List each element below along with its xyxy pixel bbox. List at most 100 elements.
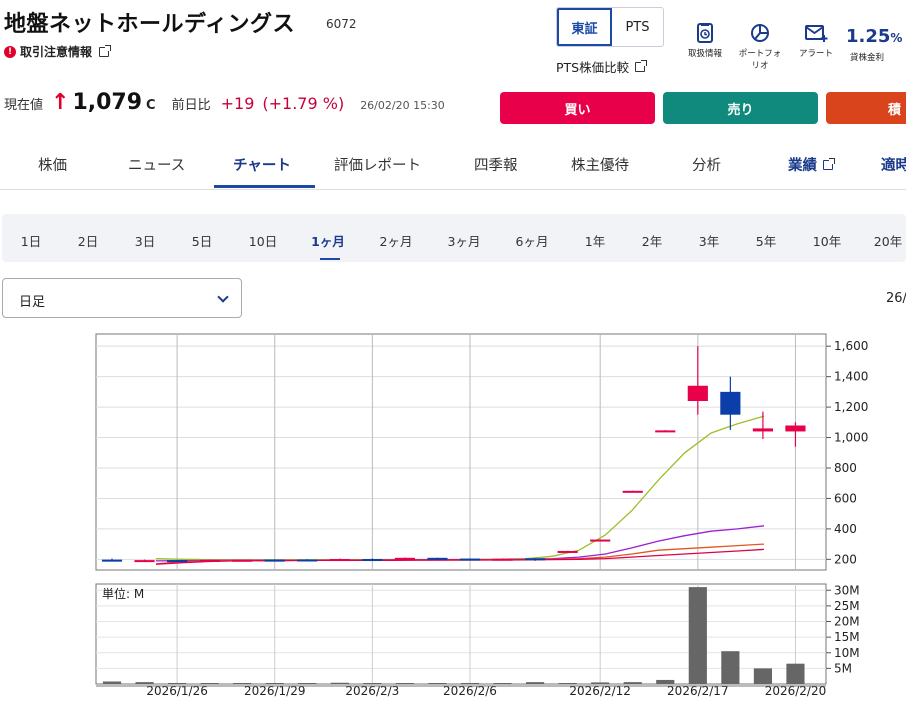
period-3d[interactable]: 3日	[134, 234, 156, 249]
volume-bar	[786, 663, 805, 684]
volume-bar	[135, 682, 154, 684]
price-tick-label: 200	[834, 552, 857, 566]
accumulate-button[interactable]: 積	[826, 92, 906, 124]
period-2y[interactable]: 2年	[641, 234, 663, 249]
price-change-pct: (+1.79 %)	[262, 94, 345, 113]
volume-bar	[395, 683, 414, 684]
handling-info-button[interactable]: 取扱情報	[680, 22, 730, 59]
volume-bar	[688, 587, 707, 684]
stock-name: 地盤ネットホールディングス	[4, 12, 295, 37]
volume-tick-label: 10M	[834, 646, 860, 660]
x-tick-label: 2026/1/29	[244, 684, 306, 698]
external-link-icon	[635, 59, 648, 72]
pts-compare-label: PTS株価比較	[556, 60, 630, 75]
tab-news[interactable]: ニュース	[128, 158, 186, 174]
candle-body	[785, 425, 806, 432]
x-tick-label: 2026/2/3	[345, 684, 399, 698]
tab-timely-disclosure[interactable]: 適時	[881, 158, 906, 174]
tab-performance[interactable]: 業績	[788, 154, 835, 175]
volume-bar	[721, 651, 740, 684]
portfolio-label: ポートフォリオ	[738, 49, 782, 71]
pts-compare-link[interactable]: PTS株価比較	[556, 57, 648, 76]
period-3y[interactable]: 3年	[698, 234, 720, 249]
volume-bar	[656, 679, 675, 684]
candle-body	[492, 558, 513, 561]
external-link-icon	[99, 44, 112, 57]
period-3m[interactable]: 3ヶ月	[447, 234, 481, 249]
period-1d[interactable]: 1日	[20, 234, 42, 249]
candle-body	[655, 430, 676, 433]
candle-body	[622, 490, 643, 493]
warning-icon: !	[4, 45, 16, 58]
volume-bar	[591, 682, 610, 684]
tab-shareholder-benefits[interactable]: 株主優待	[571, 158, 629, 174]
portfolio-button[interactable]: ポートフォリオ	[735, 22, 785, 71]
tab-shikiho[interactable]: 四季報	[474, 158, 518, 174]
price-tick-label: 800	[834, 461, 857, 475]
volume-bar	[233, 683, 252, 684]
external-link-icon	[823, 158, 835, 170]
tab-rating-report[interactable]: 評価レポート	[334, 158, 421, 174]
candle-body	[590, 539, 611, 542]
volume-tick-label: 30M	[834, 583, 860, 597]
lending-rate-value: 1.25%	[846, 26, 903, 47]
period-1m[interactable]: 1ヶ月	[311, 234, 345, 249]
volume-bar	[558, 683, 577, 684]
candle-body	[394, 557, 415, 560]
volume-bar	[623, 682, 642, 684]
market-tab-pts[interactable]: PTS	[625, 19, 650, 35]
x-tick-label: 2026/2/6	[443, 684, 497, 698]
buy-button[interactable]: 買い	[500, 92, 655, 124]
period-2m[interactable]: 2ヶ月	[379, 234, 413, 249]
price-tick-label: 1,000	[834, 431, 868, 445]
period-20y[interactable]: 20年	[873, 234, 903, 249]
tab-chart[interactable]: チャート	[233, 158, 291, 174]
volume-tick-label: 15M	[834, 630, 860, 644]
tab-stock-price[interactable]: 株価	[38, 158, 67, 174]
change-label: 前日比	[171, 98, 211, 113]
volume-unit-label: 単位: M	[102, 586, 144, 601]
period-6m[interactable]: 6ヶ月	[515, 234, 549, 249]
period-5y[interactable]: 5年	[755, 234, 777, 249]
stock-code: 6072	[326, 17, 357, 31]
volume-bar	[526, 682, 545, 684]
quote-row: 現在値 ↑ 1,079 C 前日比 +19 (+1.79 %) 26/02/20…	[4, 90, 445, 115]
sell-button[interactable]: 売り	[663, 92, 818, 124]
trading-notice-label: 取引注意情報	[20, 45, 93, 59]
candle-body	[557, 550, 578, 553]
mail-plus-icon	[805, 25, 828, 42]
volume-bar	[428, 683, 447, 684]
volume-tick-label: 5M	[834, 661, 852, 675]
active-tab-indicator	[214, 185, 315, 188]
candle-body	[752, 428, 773, 432]
handling-info-label: 取扱情報	[687, 49, 722, 59]
candle-body	[167, 560, 188, 563]
price-label: 現在値	[4, 98, 44, 113]
chart-date-label: 26/	[886, 291, 906, 306]
period-10d[interactable]: 10日	[248, 234, 278, 249]
trading-notice-link[interactable]: ! 取引注意情報	[4, 43, 112, 60]
period-5d[interactable]: 5日	[191, 234, 213, 249]
volume-bar	[168, 683, 187, 684]
volume-bar	[200, 683, 219, 684]
document-clock-icon	[697, 23, 713, 43]
period-10y[interactable]: 10年	[812, 234, 842, 249]
price-panel	[95, 333, 827, 571]
period-selector: 1日 2日 3日 5日 10日 1ヶ月 2ヶ月 3ヶ月 6ヶ月 1年 2年 3年…	[2, 214, 906, 262]
market-toggle[interactable]: 東証 PTS	[556, 7, 664, 47]
period-2d[interactable]: 2日	[77, 234, 99, 249]
alert-button[interactable]: アラート	[791, 22, 841, 59]
period-1y[interactable]: 1年	[584, 234, 606, 249]
volume-bar	[460, 683, 480, 684]
main-tabs: 株価 ニュース チャート 評価レポート 四季報 株主優待 分析 業績 適時	[0, 140, 906, 190]
lending-rate-label: 貸株金利	[850, 53, 885, 63]
price-tick-label: 1,400	[834, 370, 868, 384]
candle-body	[297, 559, 318, 562]
tab-analysis[interactable]: 分析	[692, 158, 721, 174]
volume-bar	[753, 668, 772, 684]
candle-body	[101, 559, 123, 562]
candle-interval-select[interactable]: 日足	[2, 278, 242, 318]
market-tab-tse[interactable]: 東証	[557, 8, 612, 46]
candle-body	[329, 559, 350, 562]
